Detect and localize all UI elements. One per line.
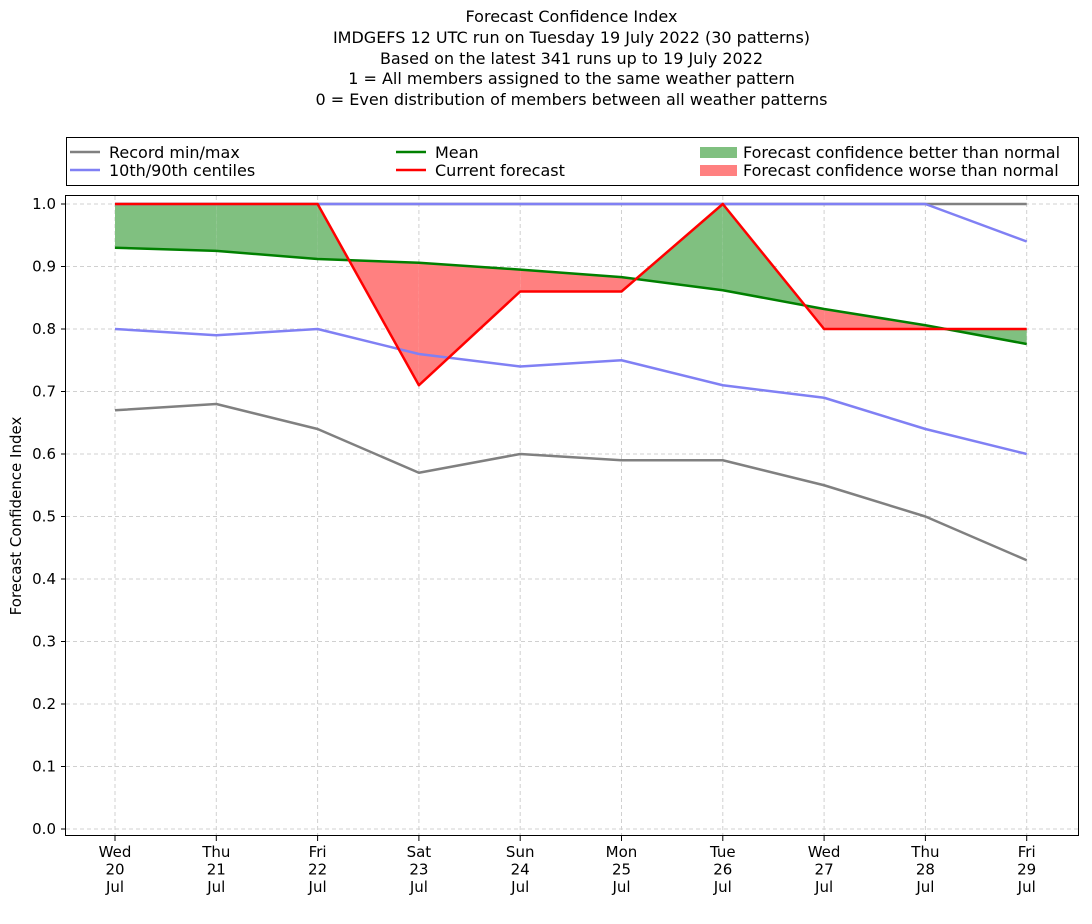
fill-layer bbox=[115, 204, 1027, 386]
worse-than-normal-area bbox=[520, 269, 622, 292]
y-tick-label: 0.4 bbox=[32, 570, 56, 588]
chart-title: Forecast Confidence Index bbox=[465, 7, 678, 26]
y-tick-label: 0.3 bbox=[32, 633, 56, 651]
x-tick-label: Wed 27 Jul bbox=[808, 843, 841, 896]
worse-than-normal-area bbox=[418, 262, 521, 386]
legend-label-record: Record min/max bbox=[109, 143, 240, 162]
plot-frame bbox=[65, 195, 1079, 836]
mean-line bbox=[114, 246, 1027, 346]
legend-label-worse_fill: Forecast confidence worse than normal bbox=[743, 161, 1059, 180]
chart-title-block: Forecast Confidence Index IMDGEFS 12 UTC… bbox=[0, 7, 1092, 111]
y-tick-label: 0.5 bbox=[32, 508, 56, 526]
y-tick-label: 0.7 bbox=[32, 383, 56, 401]
x-tick-label: Tue 26 Jul bbox=[709, 843, 736, 896]
x-tick-label: Thu 28 Jul bbox=[910, 843, 939, 896]
legend-label-better_fill: Forecast confidence better than normal bbox=[743, 143, 1060, 162]
legend-label-centiles: 10th/90th centiles bbox=[109, 161, 255, 180]
x-axis-ticks: Wed 20 Jul Thu 21 Jul Fri 22 Jul Sat 23 Jul Sun 24 Jul… bbox=[99, 836, 1037, 896]
chart-subtitle-run: IMDGEFS 12 UTC run on Tuesday 19 July 20… bbox=[332, 27, 811, 47]
x-tick-label: Fri 22 Jul bbox=[308, 843, 328, 896]
better-than-normal-area bbox=[216, 204, 318, 259]
x-tick-label: Thu 21 Jul bbox=[201, 843, 230, 896]
y-tick-label: 0.6 bbox=[32, 445, 56, 463]
x-tick-label: Sun 24 Jul bbox=[506, 843, 535, 896]
better-than-normal-area bbox=[635, 204, 723, 291]
better-than-normal-area bbox=[115, 204, 217, 251]
y-tick-label: 0.8 bbox=[32, 320, 56, 338]
legend-label-current: Current forecast bbox=[435, 161, 565, 180]
x-tick-label: Sat 23 Jul bbox=[407, 843, 432, 896]
centile-10-line bbox=[114, 327, 1027, 456]
y-tick-label: 0.9 bbox=[32, 258, 56, 276]
y-tick-label: 0.0 bbox=[32, 820, 56, 838]
legend-swatch-better_fill bbox=[700, 147, 737, 158]
chart-subtitle-scale-max: 1 = All members assigned to the same wea… bbox=[348, 69, 795, 89]
y-tick-label: 0.1 bbox=[32, 758, 56, 776]
current-forecast-line bbox=[115, 202, 1027, 387]
x-tick-label: Mon 25 Jul bbox=[606, 843, 638, 896]
x-tick-label: Fri 29 Jul bbox=[1017, 843, 1037, 896]
legend-frame bbox=[66, 137, 1079, 186]
record-min-line bbox=[114, 402, 1028, 562]
y-axis-label: Forecast Confidence Index bbox=[7, 417, 25, 616]
legend-swatch-worse_fill bbox=[700, 165, 737, 176]
chart-subtitle-basis: Based on the latest 341 runs up to 19 Ju… bbox=[379, 48, 764, 68]
x-tick-label: Wed 20 Jul bbox=[99, 843, 132, 896]
line-layer bbox=[114, 202, 1028, 562]
y-tick-label: 1.0 bbox=[32, 195, 56, 213]
legend-label-mean: Mean bbox=[435, 143, 479, 162]
y-tick-label: 0.2 bbox=[32, 695, 56, 713]
chart-subtitle-scale-min: 0 = Even distribution of members between… bbox=[315, 90, 828, 110]
y-axis-ticks: 0.0 0.1 0.2 0.3 0.4 0.5 0.6 0.7 0.8 0.9 1.0 bbox=[32, 195, 66, 838]
